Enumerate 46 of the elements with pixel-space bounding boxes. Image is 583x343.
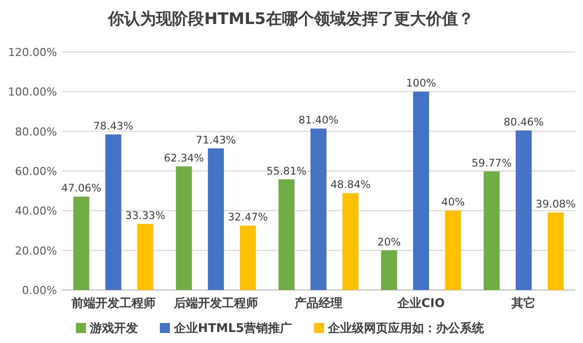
data-label: 20% [377, 236, 401, 248]
legend-label: 企业级网页应用如：办公系统 [327, 321, 486, 335]
data-label: 59.77% [472, 157, 512, 170]
y-tick-label: 20.00% [15, 244, 57, 258]
data-label: 81.40% [298, 114, 339, 127]
bar [516, 130, 532, 290]
data-label: 55.81% [266, 165, 307, 178]
chart-title: 你认为现阶段HTML5在哪个领域发挥了更大价值？ [107, 9, 474, 28]
bar [73, 196, 90, 290]
bar [548, 212, 564, 290]
bar [176, 166, 192, 290]
x-tick-label: 企业CIO [396, 296, 445, 310]
data-label: 71.43% [196, 134, 236, 146]
y-tick-label: 80.00% [15, 125, 57, 138]
data-label: 62.34% [164, 152, 204, 164]
data-label: 48.84% [330, 179, 371, 192]
x-tick-label: 产品经理 [294, 296, 342, 310]
bar [208, 148, 224, 290]
legend-label: 企业HTML5营销推广 [172, 321, 292, 335]
bar [342, 193, 358, 290]
bar [137, 224, 154, 290]
y-tick-label: 40.00% [15, 204, 57, 218]
y-tick-label: 0.00% [22, 284, 57, 297]
bar [105, 134, 122, 290]
bar [278, 179, 294, 290]
y-tick-label: 120.00% [8, 46, 57, 59]
bar [381, 250, 398, 290]
data-label: 78.43% [93, 120, 134, 132]
data-label: 32.47% [228, 212, 268, 224]
bar [413, 92, 430, 290]
data-label: 47.06% [61, 182, 102, 195]
legend-label: 游戏开发 [88, 321, 138, 335]
data-label: 39.08% [536, 198, 576, 210]
bar [240, 226, 256, 290]
data-label: 100% [406, 78, 436, 90]
y-tick-label: 60.00% [15, 165, 57, 178]
x-tick-label: 后端开发工程师 [172, 296, 258, 310]
data-label: 80.46% [504, 116, 544, 128]
data-label: 40% [441, 196, 465, 209]
bar [445, 210, 462, 290]
x-tick-label: 其它 [510, 296, 536, 310]
y-tick-label: 100.00% [8, 86, 57, 99]
bar [484, 171, 500, 290]
data-label: 33.33% [125, 210, 166, 222]
x-tick-label: 前端开发工程师 [70, 296, 156, 310]
bar [310, 128, 326, 290]
